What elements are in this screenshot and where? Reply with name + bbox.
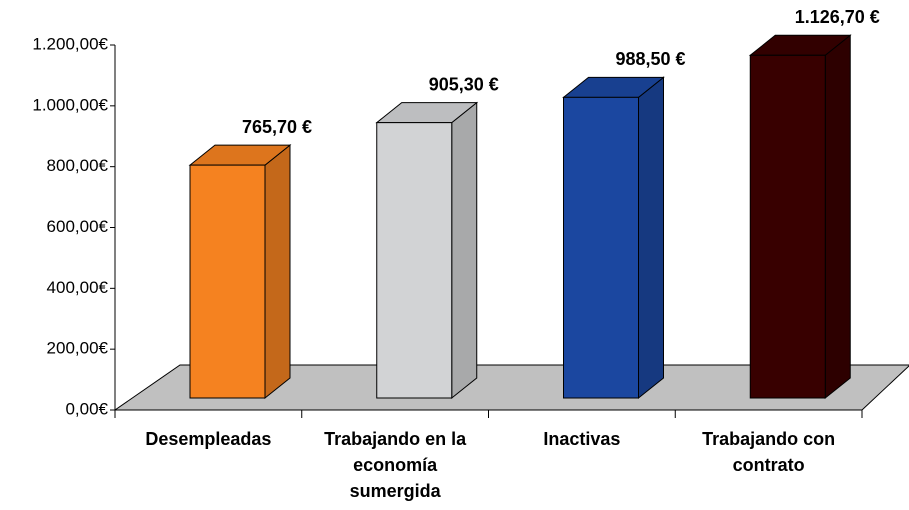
y-tick-label: 600,00€ — [47, 217, 109, 236]
bar — [749, 54, 826, 399]
x-tick-label: Trabajando en la economía sumergida — [324, 429, 467, 501]
y-tick-label: 200,00€ — [47, 339, 109, 358]
y-tick-label: 0,00€ — [65, 399, 108, 418]
bar-side — [264, 144, 291, 400]
y-tick-label: 1.000,00€ — [32, 95, 108, 114]
data-label: 988,50 € — [615, 49, 685, 69]
x-tick-label: Desempleadas — [145, 429, 272, 449]
x-tick-label: Trabajando con contrato — [702, 429, 836, 475]
y-tick-label: 800,00€ — [47, 156, 109, 175]
bar-side — [451, 101, 478, 400]
data-label: 1.126,70 € — [795, 7, 880, 27]
bar — [376, 122, 453, 399]
y-tick-label: 400,00€ — [47, 278, 109, 297]
data-label: 905,30 € — [429, 74, 499, 94]
bar — [563, 96, 639, 399]
x-tick-label: Inactivas — [543, 429, 621, 449]
bar-side — [824, 34, 851, 400]
bar-side — [638, 76, 664, 400]
bar — [189, 164, 266, 399]
y-tick-label: 1.200,00€ — [32, 34, 108, 53]
data-label: 765,70 € — [242, 117, 312, 137]
